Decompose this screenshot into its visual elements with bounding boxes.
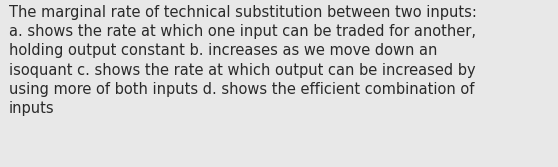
Text: The marginal rate of technical substitution between two inputs:
a. shows the rat: The marginal rate of technical substitut… bbox=[9, 5, 477, 116]
